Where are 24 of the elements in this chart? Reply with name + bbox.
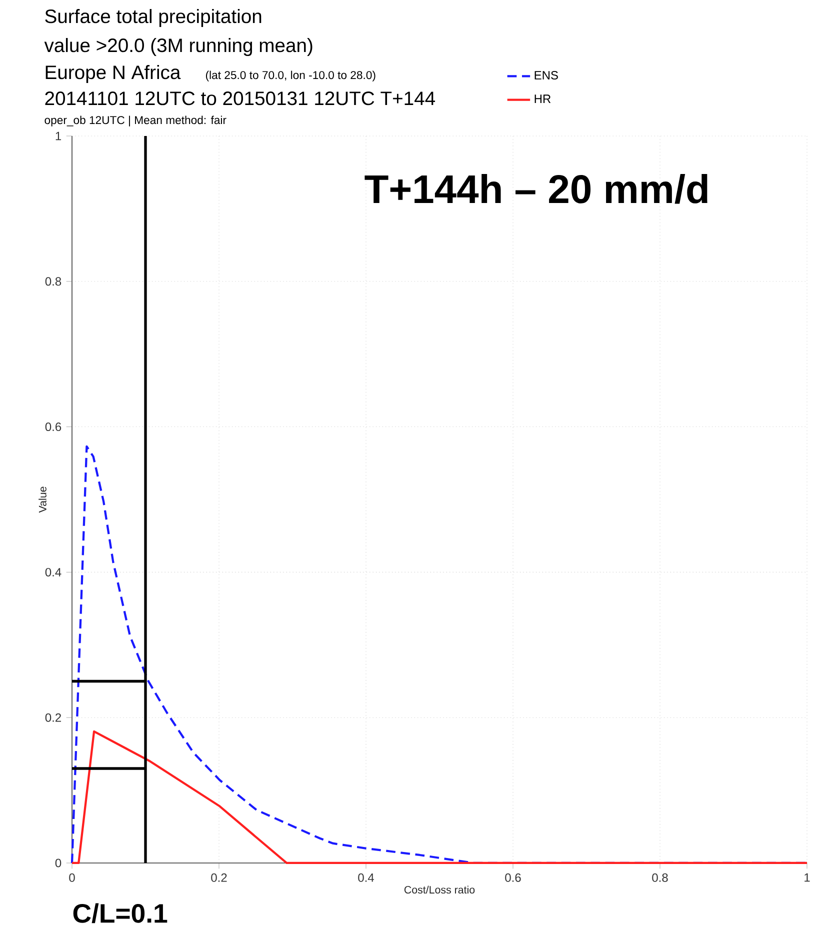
y-axis-title: Value bbox=[38, 486, 46, 513]
chart-subtitle: value >20.0 (3M running mean) bbox=[44, 38, 312, 56]
y-tick-label: 0 bbox=[55, 858, 62, 868]
x-tick-label: 1 bbox=[804, 873, 810, 882]
x-tick-label: 0.4 bbox=[358, 873, 374, 882]
chart-title: Surface total precipitation bbox=[45, 8, 262, 28]
x-tick-label: 0.6 bbox=[505, 873, 521, 882]
x-tick-label: 0 bbox=[69, 873, 75, 882]
text: 20141101 12UTC to 20150131 12UTC T+144 bbox=[45, 91, 436, 106]
legend-label: ENS bbox=[534, 70, 558, 80]
y-tick-label: 0.6 bbox=[45, 422, 62, 432]
legend-label: HR bbox=[534, 94, 551, 103]
x-tick-label: 0.8 bbox=[652, 873, 668, 882]
text: oper_ob 12UTC | Mean method: fair bbox=[44, 116, 226, 126]
y-tick-label: 0.8 bbox=[45, 277, 62, 286]
x-tick-label: 0.2 bbox=[211, 873, 227, 882]
y-tick-label: 1 bbox=[56, 132, 62, 140]
annotation: T+144h – 20 mm/d bbox=[364, 174, 708, 204]
y-tick-label: 0.2 bbox=[45, 713, 61, 722]
ref-line-label: C/L=0.1 bbox=[73, 903, 168, 924]
y-tick-label: 0.4 bbox=[45, 568, 62, 576]
text: Europe N Africa bbox=[46, 64, 181, 84]
text: (lat 25.0 to 70.0, lon -10.0 to 28.0) bbox=[206, 70, 376, 82]
x-axis-title: Cost/Loss ratio bbox=[404, 886, 475, 894]
